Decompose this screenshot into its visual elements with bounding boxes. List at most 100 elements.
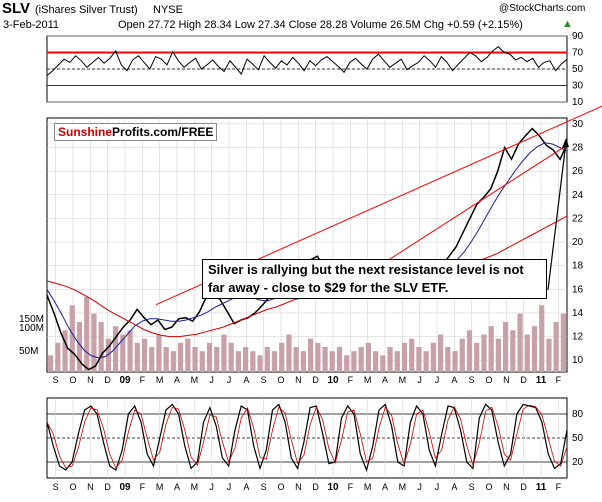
- month-label: A: [451, 375, 457, 385]
- logo-part1: Sunshine: [58, 125, 113, 139]
- month-label: M: [191, 375, 199, 385]
- month-label: M: [399, 482, 407, 492]
- volume-bar: [199, 351, 205, 372]
- volume-bar: [322, 347, 328, 372]
- month-label: O: [69, 482, 76, 492]
- rsi-tick-label: 70: [572, 48, 584, 59]
- volume-bar: [401, 342, 408, 372]
- price-tick-label: 22: [572, 213, 584, 224]
- month-label: A: [174, 375, 180, 385]
- month-label: A: [451, 482, 457, 492]
- price-tick-label: 10: [572, 355, 584, 366]
- month-label: M: [156, 482, 164, 492]
- month-label: D: [312, 375, 319, 385]
- volume-bar: [394, 351, 400, 372]
- volume-bar: [351, 351, 357, 372]
- volume-bar: [228, 342, 234, 372]
- volume-bar: [300, 351, 306, 372]
- month-label: F: [140, 375, 146, 385]
- month-label: A: [382, 482, 388, 492]
- volume-bar: [178, 342, 184, 372]
- price-tick-label: 26: [572, 166, 584, 177]
- price-tick-label: 14: [572, 308, 584, 319]
- volume-bar: [510, 330, 516, 372]
- volume-bar: [308, 338, 314, 372]
- month-label: A: [243, 482, 249, 492]
- month-label: J: [227, 482, 232, 492]
- volume-bar: [430, 342, 436, 372]
- volume-bar: [365, 342, 371, 372]
- volume-bar: [98, 322, 104, 372]
- change-arrow-icon: ▲: [562, 18, 573, 30]
- annotation-arrow: [547, 141, 567, 291]
- month-label: M: [364, 482, 372, 492]
- stochastic-tick-label: 80: [572, 409, 584, 420]
- volume-bar: [329, 351, 335, 372]
- logo-part2: Profits.com/FREE: [112, 125, 214, 139]
- volume-bar: [91, 313, 97, 372]
- volume-bar: [163, 347, 169, 372]
- volume-bar: [185, 338, 191, 372]
- volume-bar: [546, 338, 552, 372]
- volume-tick-label: 50M: [19, 346, 38, 357]
- volume-bar: [438, 334, 444, 372]
- month-label: D: [520, 375, 527, 385]
- volume-bar: [553, 322, 559, 372]
- volume-bar: [531, 326, 538, 372]
- volume-bar: [495, 338, 501, 372]
- volume-bar: [264, 347, 270, 372]
- month-label: D: [104, 482, 111, 492]
- volume-bar: [524, 334, 530, 372]
- stochastic-tick-label: 20: [572, 457, 584, 468]
- volume-bar: [416, 347, 422, 372]
- volume-bar: [149, 347, 155, 372]
- volume-bar: [113, 326, 119, 372]
- month-label: A: [174, 482, 180, 492]
- month-label: J: [417, 482, 422, 492]
- volume-bar: [120, 334, 126, 372]
- volume-bar: [387, 347, 393, 372]
- month-label: 10: [327, 482, 339, 493]
- volume-bar: [481, 334, 487, 372]
- month-axis: S O N D 09 F M A M J J A S O N D 10 F M A M J J A S O N D 11 FS O N D 09 F…: [53, 375, 562, 493]
- volume-bar: [69, 305, 75, 372]
- volume-bar: [373, 351, 379, 372]
- rsi-panel: 90 70 50 30 10: [46, 31, 584, 108]
- month-label: S: [53, 375, 59, 385]
- month-label: F: [348, 375, 354, 385]
- volume-bar: [503, 322, 509, 372]
- volume-bar: [76, 322, 83, 372]
- month-label: N: [503, 375, 510, 385]
- month-label: S: [261, 375, 267, 385]
- month-label: J: [227, 375, 232, 385]
- month-label: O: [485, 375, 492, 385]
- month-label: J: [209, 375, 214, 385]
- price-tick-label: 18: [572, 261, 584, 272]
- month-label: M: [156, 375, 164, 385]
- stochastic-k-line: [46, 403, 568, 472]
- rsi-tick-label: 10: [572, 97, 584, 108]
- volume-bar: [409, 338, 415, 372]
- sunshine-profits-logo: SunshineProfits.com/FREE: [54, 123, 218, 141]
- month-label: D: [312, 482, 319, 492]
- volume-tick-label: 100M: [19, 323, 44, 334]
- month-label: S: [469, 482, 475, 492]
- month-label: S: [469, 375, 475, 385]
- month-label: F: [556, 482, 562, 492]
- volume-bar: [344, 355, 350, 372]
- volume-bar: [517, 313, 523, 372]
- volume-bar: [560, 313, 566, 372]
- month-label: J: [435, 375, 440, 385]
- volume-bar: [380, 355, 386, 372]
- volume-bar: [62, 330, 68, 372]
- volume-bar: [488, 326, 494, 372]
- month-label: J: [435, 482, 440, 492]
- volume-bar: [170, 351, 176, 372]
- month-label: D: [104, 375, 111, 385]
- volume-bar: [214, 347, 220, 372]
- volume-bar: [358, 347, 364, 372]
- volume-bar: [286, 334, 292, 372]
- volume-bar: [141, 338, 148, 372]
- month-label: N: [295, 375, 302, 385]
